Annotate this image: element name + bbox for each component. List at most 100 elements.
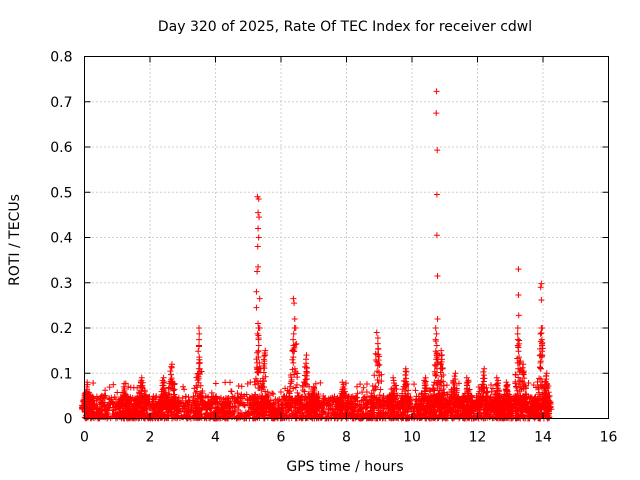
- y-tick-label: 0.2: [50, 321, 72, 337]
- data-point: [440, 386, 447, 393]
- data-point: [437, 369, 444, 376]
- data-point: [403, 381, 410, 388]
- data-point: [427, 388, 434, 395]
- data-point: [411, 381, 418, 388]
- data-point: [386, 401, 393, 408]
- data-point: [383, 398, 390, 405]
- data-point: [243, 391, 250, 398]
- data-point: [430, 386, 437, 393]
- data-point: [275, 403, 282, 410]
- data-point: [282, 397, 289, 404]
- data-point: [401, 388, 408, 395]
- y-tick-label: 0.1: [50, 366, 72, 382]
- data-point: [402, 365, 409, 372]
- data-point: [535, 409, 542, 416]
- y-tick-label: 0.4: [50, 231, 72, 247]
- data-point: [468, 399, 475, 406]
- data-point: [229, 395, 236, 402]
- data-point: [254, 359, 261, 366]
- x-tick-label: 14: [534, 430, 552, 446]
- data-point: [223, 404, 230, 411]
- data-point: [374, 368, 381, 375]
- data-point: [288, 397, 295, 404]
- data-point: [543, 370, 550, 377]
- data-point: [255, 348, 262, 355]
- data-point: [340, 399, 347, 406]
- data-point: [433, 354, 440, 361]
- data-point: [332, 408, 339, 415]
- data-point: [374, 351, 381, 358]
- data-point: [116, 405, 123, 412]
- data-point: [431, 368, 438, 375]
- data-point: [516, 377, 523, 384]
- data-point: [88, 414, 95, 421]
- data-point: [515, 374, 522, 381]
- data-point: [100, 412, 107, 419]
- data-point: [298, 393, 305, 400]
- data-point: [202, 393, 209, 400]
- data-point: [524, 403, 531, 410]
- data-point: [304, 414, 311, 421]
- spike-point: [515, 266, 522, 273]
- data-point: [110, 412, 117, 419]
- spike-point: [291, 315, 298, 322]
- data-point: [283, 414, 290, 421]
- data-point: [529, 401, 536, 408]
- data-point: [525, 400, 532, 407]
- spike-point: [255, 225, 262, 232]
- data-point: [533, 384, 540, 391]
- data-point: [480, 378, 487, 385]
- data-point: [107, 401, 114, 408]
- data-point: [406, 398, 413, 405]
- data-point: [194, 384, 201, 391]
- data-point: [535, 414, 542, 421]
- spike-point: [255, 234, 262, 241]
- data-point: [426, 387, 433, 394]
- data-point: [156, 400, 163, 407]
- data-point: [239, 395, 246, 402]
- data-point: [82, 398, 89, 405]
- data-point: [444, 391, 451, 398]
- data-point: [166, 391, 173, 398]
- data-point: [544, 381, 551, 388]
- data-point: [532, 410, 539, 417]
- data-point: [266, 411, 273, 418]
- data-point: [376, 361, 383, 368]
- x-tick-label: 2: [146, 430, 155, 446]
- data-point: [326, 398, 333, 405]
- data-point: [444, 390, 451, 397]
- data-point: [376, 392, 383, 399]
- data-point: [493, 374, 500, 381]
- data-point: [260, 369, 267, 376]
- data-point: [491, 400, 498, 407]
- data-point: [504, 401, 511, 408]
- data-point: [372, 350, 379, 357]
- data-point: [375, 346, 382, 353]
- data-point: [238, 383, 245, 390]
- data-point: [204, 401, 211, 408]
- data-point: [412, 387, 419, 394]
- data-point: [357, 406, 364, 413]
- data-point: [289, 356, 296, 363]
- data-point: [432, 336, 439, 343]
- data-point: [508, 400, 515, 407]
- data-point: [513, 401, 520, 408]
- spike-point: [255, 209, 262, 216]
- data-point: [431, 400, 438, 407]
- data-point: [452, 370, 459, 377]
- data-point: [181, 408, 188, 415]
- data-point: [447, 401, 454, 408]
- data-point: [255, 354, 262, 361]
- data-point: [403, 375, 410, 382]
- data-point: [397, 401, 404, 408]
- data-point: [368, 393, 375, 400]
- data-point: [294, 389, 301, 396]
- x-tick-label: 4: [211, 430, 220, 446]
- spike-point: [538, 296, 545, 303]
- spike-point: [293, 340, 300, 347]
- data-point: [377, 386, 384, 393]
- data-point: [332, 401, 339, 408]
- data-point: [119, 397, 126, 404]
- data-point: [196, 342, 203, 349]
